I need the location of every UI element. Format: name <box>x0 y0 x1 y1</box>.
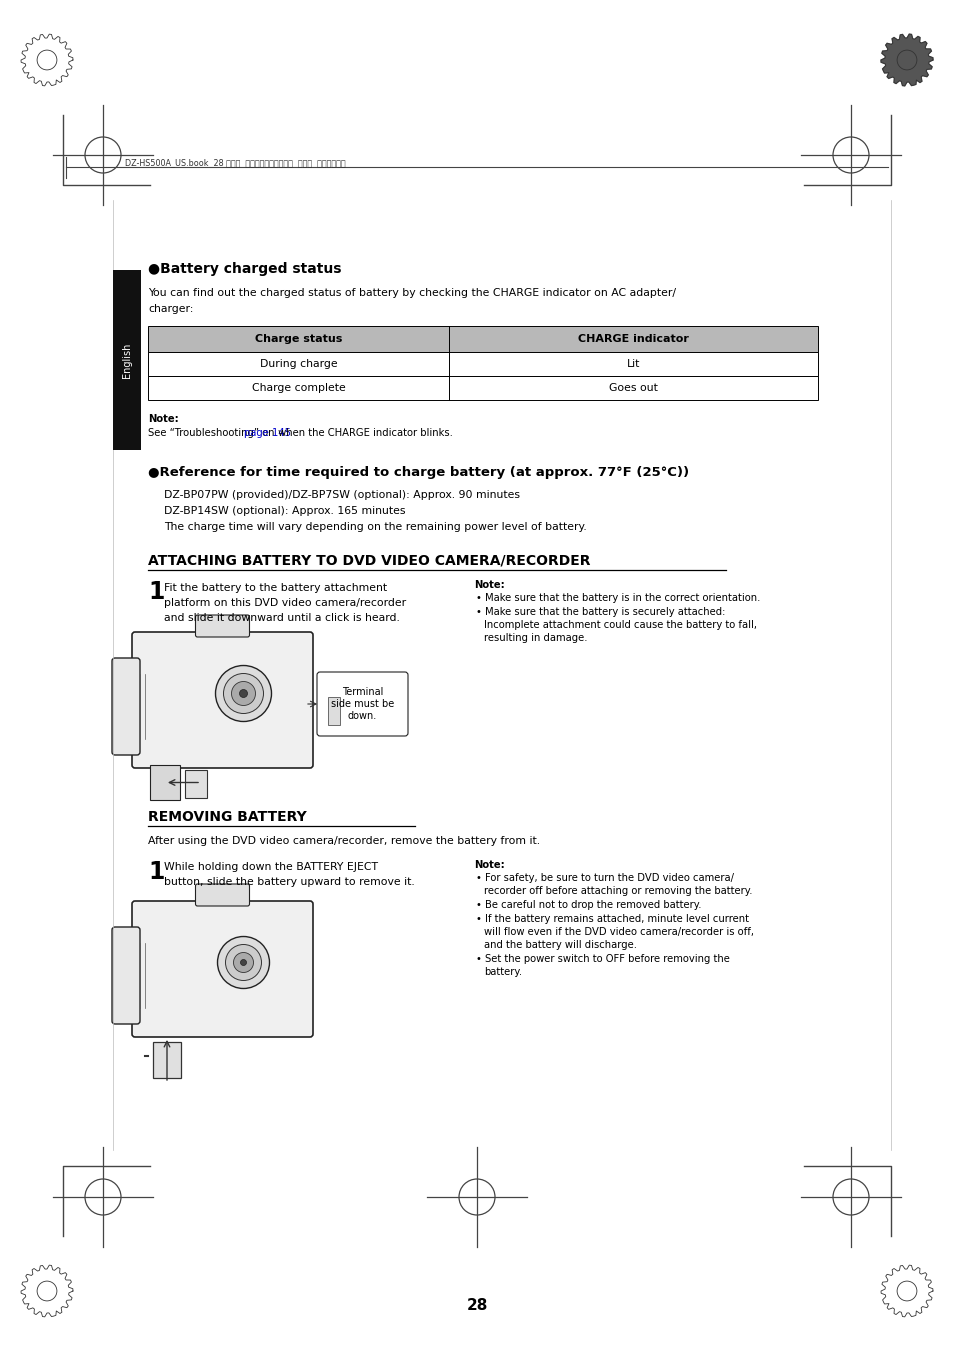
Text: See “Troubleshooting” on: See “Troubleshooting” on <box>148 428 277 438</box>
Text: CHARGE indicator: CHARGE indicator <box>578 334 688 345</box>
Text: After using the DVD video camera/recorder, remove the battery from it.: After using the DVD video camera/recorde… <box>148 836 539 846</box>
Text: DZ-HS500A_US.book  28 ページ  ２００７年１月１５日  月曜日  午後５時０分: DZ-HS500A_US.book 28 ページ ２００７年１月１５日 月曜日 … <box>125 158 345 168</box>
Bar <box>112 270 141 450</box>
Text: and the battery will discharge.: and the battery will discharge. <box>483 940 637 950</box>
Text: Charge complete: Charge complete <box>252 382 345 393</box>
Text: ●Battery charged status: ●Battery charged status <box>148 262 341 276</box>
Circle shape <box>239 689 247 697</box>
Text: 1: 1 <box>148 580 164 604</box>
Text: • Be careful not to drop the removed battery.: • Be careful not to drop the removed bat… <box>476 900 700 911</box>
FancyBboxPatch shape <box>195 615 250 638</box>
Text: • If the battery remains attached, minute level current: • If the battery remains attached, minut… <box>476 915 748 924</box>
Text: • Set the power switch to OFF before removing the: • Set the power switch to OFF before rem… <box>476 954 729 965</box>
Bar <box>328 697 339 725</box>
Text: REMOVING BATTERY: REMOVING BATTERY <box>148 811 307 824</box>
Text: During charge: During charge <box>259 359 337 369</box>
Text: • For safety, be sure to turn the DVD video camera/: • For safety, be sure to turn the DVD vi… <box>476 873 733 884</box>
Text: recorder off before attaching or removing the battery.: recorder off before attaching or removin… <box>483 886 752 896</box>
Polygon shape <box>881 34 932 86</box>
Bar <box>152 1042 181 1078</box>
Text: Terminal
side must be
down.: Terminal side must be down. <box>331 688 394 720</box>
Bar <box>148 353 817 376</box>
Text: ●Reference for time required to charge battery (at approx. 77°F (25°C)): ●Reference for time required to charge b… <box>148 466 688 480</box>
Circle shape <box>223 674 263 713</box>
FancyBboxPatch shape <box>195 884 250 907</box>
Text: While holding down the BATTERY EJECT: While holding down the BATTERY EJECT <box>164 862 377 871</box>
Text: Goes out: Goes out <box>609 382 658 393</box>
Circle shape <box>240 959 246 966</box>
Text: • Make sure that the battery is in the correct orientation.: • Make sure that the battery is in the c… <box>476 593 760 603</box>
Text: Charge status: Charge status <box>254 334 342 345</box>
Circle shape <box>232 681 255 705</box>
Circle shape <box>217 936 269 989</box>
Circle shape <box>225 944 261 981</box>
FancyBboxPatch shape <box>112 658 140 755</box>
Text: resulting in damage.: resulting in damage. <box>483 634 587 643</box>
Text: page 145: page 145 <box>244 428 291 438</box>
FancyBboxPatch shape <box>316 671 408 736</box>
Text: 28: 28 <box>466 1297 487 1313</box>
Text: Incomplete attachment could cause the battery to fall,: Incomplete attachment could cause the ba… <box>483 620 757 630</box>
Text: ATTACHING BATTERY TO DVD VIDEO CAMERA/RECORDER: ATTACHING BATTERY TO DVD VIDEO CAMERA/RE… <box>148 554 590 567</box>
Text: battery.: battery. <box>483 967 521 977</box>
Text: DZ-BP07PW (provided)/DZ-BP7SW (optional): Approx. 90 minutes: DZ-BP07PW (provided)/DZ-BP7SW (optional)… <box>164 490 519 500</box>
Text: You can find out the charged status of battery by checking the CHARGE indicator : You can find out the charged status of b… <box>148 288 676 299</box>
Text: Note:: Note: <box>474 580 504 590</box>
Text: Lit: Lit <box>626 359 639 369</box>
Bar <box>148 326 817 353</box>
FancyBboxPatch shape <box>132 632 313 767</box>
Text: English: English <box>122 342 132 378</box>
Text: Fit the battery to the battery attachment: Fit the battery to the battery attachmen… <box>164 584 387 593</box>
Text: Note:: Note: <box>148 413 178 424</box>
Circle shape <box>215 666 272 721</box>
Text: platform on this DVD video camera/recorder: platform on this DVD video camera/record… <box>164 598 406 608</box>
Bar <box>150 765 180 800</box>
Text: The charge time will vary depending on the remaining power level of battery.: The charge time will vary depending on t… <box>164 521 586 532</box>
Text: Note:: Note: <box>474 861 504 870</box>
Text: and slide it downward until a click is heard.: and slide it downward until a click is h… <box>164 613 399 623</box>
Bar <box>148 376 817 400</box>
Text: when the CHARGE indicator blinks.: when the CHARGE indicator blinks. <box>274 428 453 438</box>
Bar <box>185 770 207 798</box>
FancyBboxPatch shape <box>132 901 313 1038</box>
Text: 1: 1 <box>148 861 164 884</box>
FancyBboxPatch shape <box>112 927 140 1024</box>
Circle shape <box>896 50 916 70</box>
Circle shape <box>233 952 253 973</box>
Text: DZ-BP14SW (optional): Approx. 165 minutes: DZ-BP14SW (optional): Approx. 165 minute… <box>164 507 405 516</box>
Text: charger:: charger: <box>148 304 193 313</box>
Text: • Make sure that the battery is securely attached:: • Make sure that the battery is securely… <box>476 607 724 617</box>
Text: will flow even if the DVD video camera/recorder is off,: will flow even if the DVD video camera/r… <box>483 927 753 938</box>
Text: button, slide the battery upward to remove it.: button, slide the battery upward to remo… <box>164 877 415 888</box>
